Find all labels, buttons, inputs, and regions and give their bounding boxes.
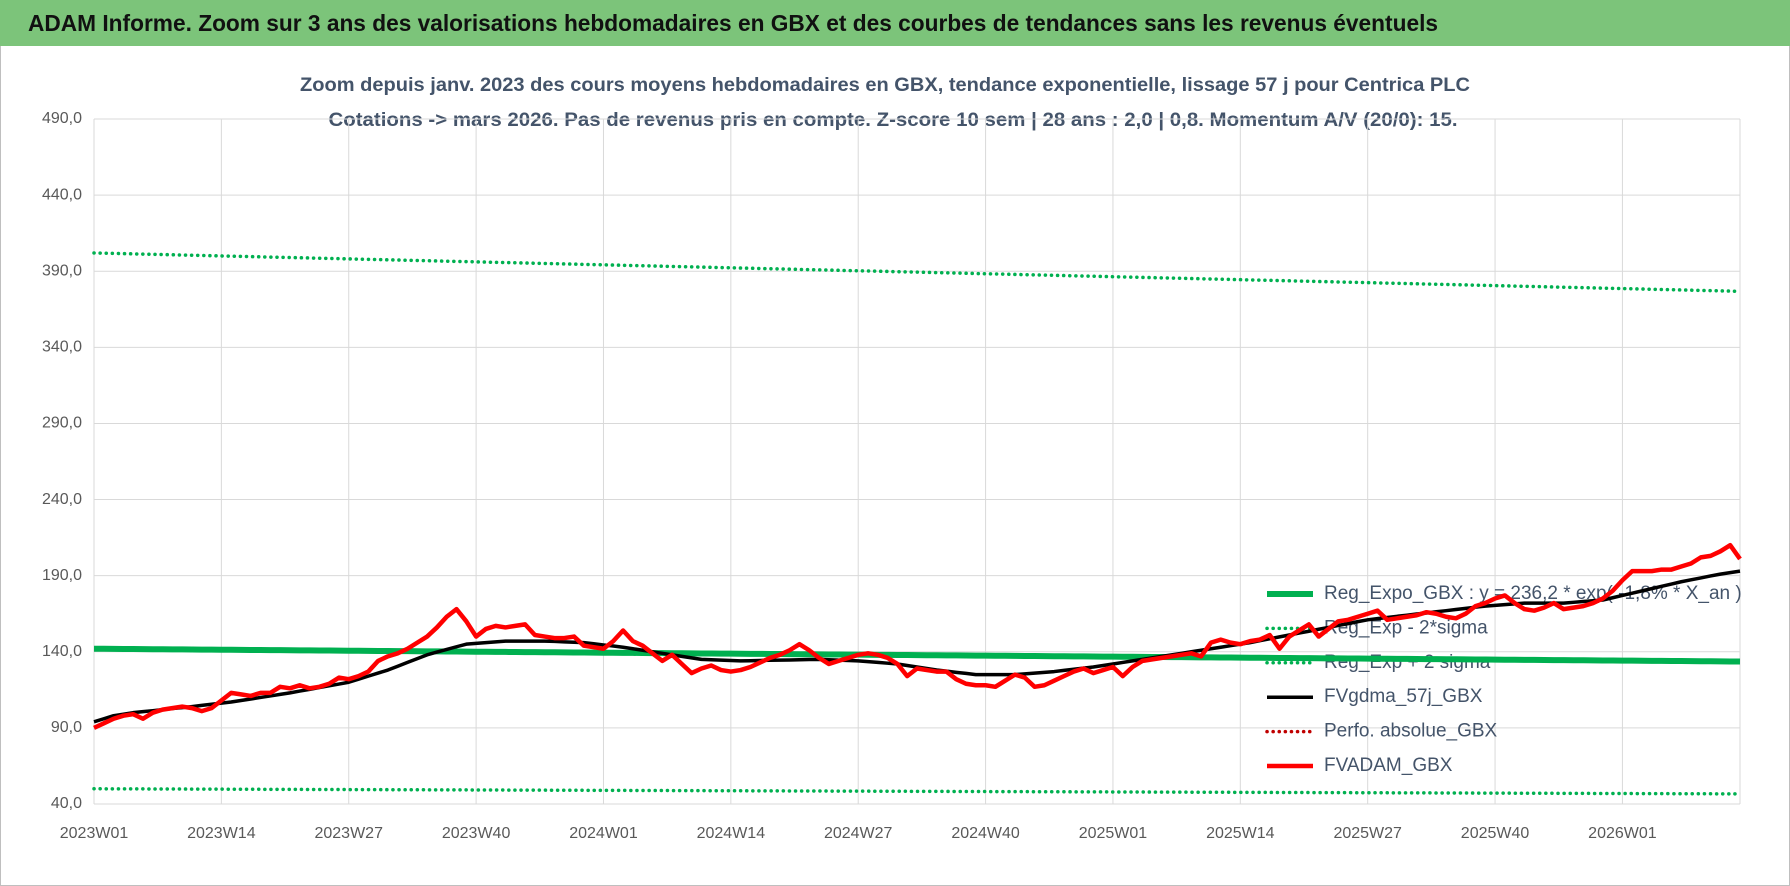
x-tick-label: 2025W40 [1461, 825, 1530, 842]
plot-area [92, 251, 1742, 796]
x-tick-label: 2024W40 [951, 825, 1020, 842]
x-tick-label: 2026W01 [1588, 825, 1657, 842]
chart-title: Zoom depuis janv. 2023 des cours moyens … [300, 75, 1470, 96]
grid: 40,0 90,0 140,0 190,0 240,0 290,0 340,0 390,0 44… [42, 110, 1741, 842]
y-tick-label: 40,0 [51, 795, 82, 812]
legend-label: Reg_Expo_GBX : y = 236,2 * exp( -1,8% * … [1324, 583, 1742, 604]
y-tick-label: 490,0 [42, 110, 82, 127]
legend-label: Reg_Exp - 2*sigma [1324, 617, 1488, 638]
header-bar [0, 0, 1790, 46]
x-tick-label: 2024W27 [824, 825, 893, 842]
x-tick-label: 2023W40 [442, 825, 511, 842]
x-tick-label: 2025W27 [1333, 825, 1402, 842]
legend-label: FVADAM_GBX [1324, 755, 1453, 776]
y-tick-label: 340,0 [42, 339, 82, 356]
y-tick-label: 240,0 [42, 491, 82, 508]
series-line [93, 542, 1742, 730]
chart-subtitle: Cotations -> mars 2026. Pas de revenus p… [329, 110, 1458, 131]
x-tick-label: 2023W01 [60, 825, 129, 842]
legend-label: FVgdma_57j_GBX [1324, 686, 1483, 707]
y-tick-label: 390,0 [42, 262, 82, 279]
series-line [93, 645, 1741, 665]
y-tick-label: 90,0 [51, 719, 82, 736]
legend-label: Perfo. absolue_GBX [1324, 721, 1498, 742]
series-line [92, 787, 1742, 796]
series-line [92, 251, 1742, 294]
x-tick-label: 2024W14 [697, 825, 766, 842]
x-tick-label: 2023W27 [314, 825, 383, 842]
x-tick-label: 2023W14 [187, 825, 256, 842]
y-tick-label: 290,0 [42, 415, 82, 432]
header-title: ADAM Informe. Zoom sur 3 ans des valoris… [28, 10, 1438, 36]
x-tick-label: 2025W01 [1079, 825, 1148, 842]
x-tick-label: 2024W01 [569, 825, 638, 842]
y-tick-label: 190,0 [42, 567, 82, 584]
x-tick-label: 2025W14 [1206, 825, 1275, 842]
y-tick-label: 440,0 [42, 186, 82, 203]
y-tick-label: 140,0 [42, 643, 82, 660]
